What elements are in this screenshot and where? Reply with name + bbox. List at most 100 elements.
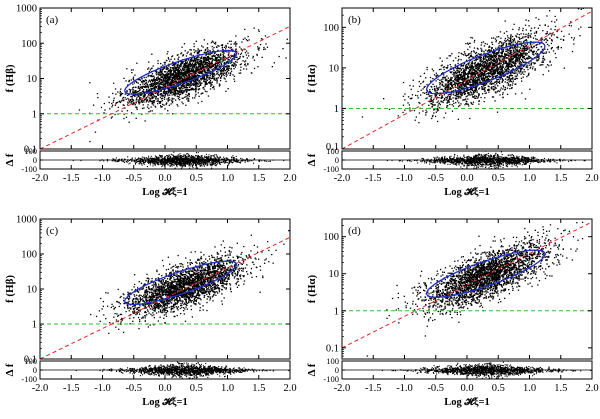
y-axis-label: f (Hα) [306, 274, 318, 303]
x-tick-label: -1.0 [396, 173, 413, 184]
y-tick-label: 0.1 [326, 142, 339, 153]
x-tick-label: -2.0 [334, 383, 351, 394]
residual-y-label: Δ f [306, 153, 318, 166]
x-tick-label: -1.5 [365, 383, 382, 394]
x-tick-label: -1.0 [396, 383, 413, 394]
x-tick-label: 0.0 [460, 383, 473, 394]
y-tick-label: 100 [21, 39, 37, 50]
x-tick-label: 1.0 [523, 383, 536, 394]
x-tick-label: -1.5 [63, 173, 80, 184]
panel-label: (a) [46, 14, 59, 26]
x-axis-label: Log 𝓗ξ=1 [142, 396, 188, 408]
y-tick-label: 100 [323, 23, 339, 34]
x-tick-label: 1.0 [221, 383, 234, 394]
residual-tick-label: 100 [24, 356, 37, 366]
ellipse [425, 249, 546, 298]
scatter-points [90, 230, 290, 334]
x-tick-label: 1.5 [554, 383, 567, 394]
residual-tick-label: 100 [326, 356, 339, 366]
x-tick-label: 1.5 [252, 173, 265, 184]
residual-tick-label: -100 [21, 374, 37, 384]
residual-y-label: Δ f [306, 363, 318, 376]
scatter-points [361, 8, 584, 124]
residual-panel: 1000-100 Δ f [306, 356, 593, 384]
x-axis-label: Log 𝓗ξ=1 [444, 396, 490, 408]
x-tick-label: 0.5 [492, 383, 505, 394]
residual-panel: 1000-100 Δ f [306, 146, 593, 174]
ellipse [124, 260, 238, 306]
residual-tick-label: -100 [323, 374, 339, 384]
x-tick-label: 0.0 [158, 383, 171, 394]
y-tick-label: 0.1 [326, 343, 339, 354]
y-axis-label: f (Hα) [306, 64, 318, 93]
x-tick-label: 1.0 [523, 173, 536, 184]
y-tick-label: 100 [21, 250, 37, 261]
y-axis-label: f (Hβ) [4, 64, 16, 92]
x-tick-label: 0.5 [492, 173, 505, 184]
x-tick-label: -0.5 [125, 383, 142, 394]
y-tick-label: 1 [32, 320, 37, 331]
y-tick-label: 1 [32, 109, 37, 120]
plot-area [40, 230, 290, 359]
residual-y-label: Δ f [4, 363, 16, 376]
plot-area [342, 221, 592, 357]
residual-tick-label: 100 [24, 146, 37, 156]
panel-label: (d) [348, 225, 361, 237]
residual-tick-label: -100 [21, 164, 37, 174]
residual-panel: 1000-100 Δ f [4, 146, 291, 174]
x-tick-label: -0.5 [427, 383, 444, 394]
y-tick-label: 1 [334, 306, 339, 317]
x-tick-label: -2.0 [334, 173, 351, 184]
residual-tick-label: 0 [33, 155, 37, 165]
residual-y-label: Δ f [4, 153, 16, 166]
fit-line [342, 221, 592, 349]
x-tick-label: 0.5 [190, 173, 203, 184]
residual-points [386, 151, 586, 169]
x-tick-label: 2.0 [585, 383, 598, 394]
x-tick-label: 0.0 [460, 173, 473, 184]
x-tick-label: -2.0 [32, 383, 49, 394]
residual-points [75, 361, 290, 379]
x-tick-label: 2.0 [283, 173, 296, 184]
y-tick-label: 1 [334, 104, 339, 115]
residual-tick-label: 0 [33, 365, 37, 375]
fit-line [40, 236, 290, 359]
residual-tick-label: -100 [323, 164, 339, 174]
x-tick-label: 1.5 [252, 383, 265, 394]
y-tick-label: 10 [27, 74, 38, 85]
y-tick-label: 10 [329, 269, 340, 280]
residual-tick-label: 0 [335, 365, 339, 375]
y-tick-label: 0.1 [24, 355, 37, 366]
scatter-points [366, 221, 584, 357]
y-tick-label: 10 [27, 285, 38, 296]
x-tick-label: -1.5 [365, 173, 382, 184]
x-tick-label: -0.5 [427, 173, 444, 184]
x-tick-label: 1.5 [554, 173, 567, 184]
x-tick-label: 1.0 [221, 173, 234, 184]
x-tick-label: 0.5 [190, 383, 203, 394]
x-axis-label: Log 𝓗ξ=1 [444, 186, 490, 198]
y-axis-label: f (Hβ) [4, 275, 16, 303]
ellipse [425, 41, 546, 95]
fit-line [342, 10, 592, 149]
residual-points [72, 151, 285, 169]
x-tick-label: -1.0 [94, 173, 111, 184]
residual-tick-label: 100 [326, 146, 339, 156]
x-tick-label: 0.0 [158, 173, 171, 184]
y-tick-label: 1000 [16, 215, 37, 226]
x-tick-label: 2.0 [283, 383, 296, 394]
y-tick-label: 100 [323, 232, 339, 243]
fit-line [40, 25, 290, 149]
panel-label: (c) [46, 225, 59, 237]
residual-panel: 1000-100 Δ f [4, 356, 291, 384]
x-tick-label: -0.5 [125, 173, 142, 184]
plot-area [342, 8, 592, 149]
panel-label: (b) [348, 14, 361, 26]
x-tick-label: -1.0 [94, 383, 111, 394]
x-tick-label: -2.0 [32, 173, 49, 184]
x-tick-label: -1.5 [63, 383, 80, 394]
plot-area [40, 25, 290, 149]
